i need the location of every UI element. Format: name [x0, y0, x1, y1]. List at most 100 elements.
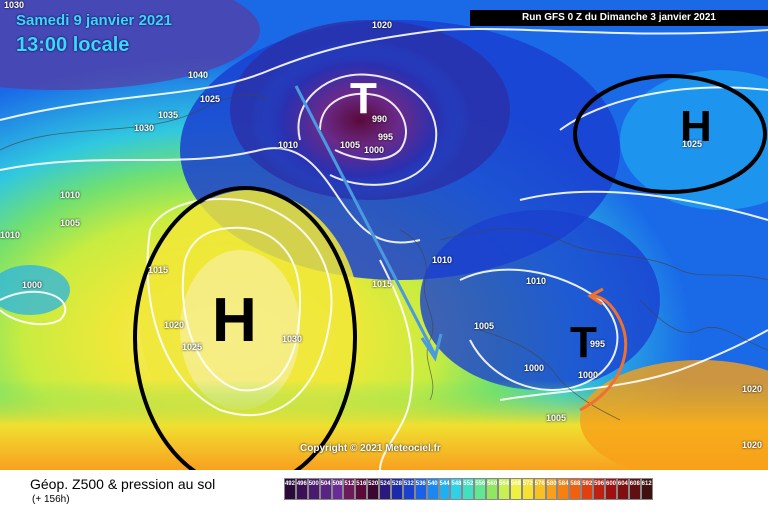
scale-cell: 596 [593, 478, 606, 500]
scale-value: 512 [344, 481, 355, 487]
scale-value: 596 [594, 481, 605, 487]
scale-cell: 604 [616, 478, 629, 500]
flow-arrow-orange [579, 287, 628, 412]
isobar-label: 1010 [0, 230, 21, 240]
scale-cell: 608 [628, 478, 641, 500]
scale-cell: 540 [426, 478, 439, 500]
scale-value: 560 [487, 481, 498, 487]
local-time: 13:00 locale [16, 34, 130, 56]
isobar-label: 1035 [158, 110, 179, 120]
isobar-label: 1025 [682, 139, 703, 149]
isobar-label: 1000 [578, 370, 599, 380]
scale-value: 600 [605, 481, 616, 487]
isobar-label: 990 [372, 114, 388, 124]
color-scale: 492 496 500 504 508 512 516 520 524 528 532 536 540 5… [284, 478, 653, 500]
scale-cell: 536 [414, 478, 427, 500]
scale-cell: 548 [450, 478, 463, 500]
coastlines [0, 94, 768, 421]
isobar-label: 1010 [278, 140, 299, 150]
scale-value: 572 [522, 481, 533, 487]
scale-value: 592 [582, 481, 593, 487]
isobar-label: 1040 [188, 70, 209, 80]
scale-cell: 552 [462, 478, 475, 500]
scale-cell: 564 [498, 478, 510, 500]
isobar-label: 995 [590, 339, 606, 349]
isobar-label: 1000 [364, 145, 385, 155]
high-pressure-label-east: H [680, 102, 712, 151]
scale-cell: 612 [640, 478, 653, 500]
scale-value: 608 [629, 481, 640, 487]
scale-cell: 504 [319, 478, 332, 500]
copyright-text: Copyright © 2021 Meteociel.fr [300, 443, 441, 454]
high-pressure-circle-west [133, 186, 357, 470]
scale-cell: 580 [545, 478, 558, 500]
scale-value: 504 [320, 481, 331, 487]
scale-cell: 556 [474, 478, 487, 500]
isobar-label: 1010 [526, 276, 547, 286]
low-pressure-label-north: T [350, 74, 377, 123]
isobar-label: 1020 [742, 384, 763, 394]
scale-value: 492 [284, 481, 295, 487]
scale-cell: 532 [402, 478, 415, 500]
scale-cell: 544 [438, 478, 451, 500]
isobar-label: 1020 [742, 440, 763, 450]
scale-value: 564 [498, 481, 509, 487]
scale-cell: 500 [307, 478, 320, 500]
isobar-label: 1005 [60, 218, 81, 228]
isobar-label: 1005 [546, 413, 567, 423]
isobar-label: 1000 [524, 363, 545, 373]
isobar-label: 1005 [340, 140, 361, 150]
scale-cell: 592 [581, 478, 594, 500]
scale-cell: 508 [331, 478, 344, 500]
scale-value: 540 [427, 481, 438, 487]
scale-value: 520 [368, 481, 379, 487]
scale-value: 556 [475, 481, 486, 487]
isobar-label: 1020 [372, 20, 393, 30]
isobar-label: 1000 [22, 280, 43, 290]
scale-cell: 572 [521, 478, 534, 500]
low-pressure-label-south: T [570, 318, 597, 367]
legend-title: Géop. Z500 & pression au sol [30, 476, 216, 492]
isobar-label: 1010 [432, 255, 453, 265]
scale-value: 536 [415, 481, 426, 487]
scale-cell: 584 [557, 478, 570, 500]
isobar-label: 1030 [134, 123, 155, 133]
scale-value: 528 [391, 481, 402, 487]
scale-value: 612 [641, 481, 652, 487]
geopotential-map [0, 0, 768, 470]
scale-value: 500 [308, 481, 319, 487]
run-info: Run GFS 0 Z du Dimanche 3 janvier 2021 [470, 10, 768, 26]
scale-cell: 520 [367, 478, 380, 500]
flow-arrow-blue [294, 85, 443, 362]
high-pressure-circle-east [573, 74, 767, 194]
scale-value: 524 [380, 481, 391, 487]
scale-value: 580 [546, 481, 557, 487]
scale-cell: 528 [391, 478, 403, 500]
isobar-label: 1025 [200, 94, 221, 104]
isobar-lines [0, 27, 768, 470]
isobar-label: 1020 [164, 320, 185, 330]
scale-value: 584 [558, 481, 569, 487]
scale-value: 508 [332, 481, 343, 487]
isobar-label: 1010 [60, 190, 81, 200]
legend-subtitle: (+ 156h) [32, 494, 70, 505]
scale-cell: 516 [355, 478, 368, 500]
scale-cell: 496 [295, 478, 308, 500]
scale-value: 588 [570, 481, 581, 487]
scale-value: 544 [439, 481, 450, 487]
scale-cell: 600 [605, 478, 617, 500]
scale-cell: 524 [379, 478, 392, 500]
scale-value: 576 [534, 481, 545, 487]
scale-cell: 512 [343, 478, 356, 500]
isobar-label: 1015 [148, 265, 169, 275]
isobar-label: 1005 [474, 321, 495, 331]
scale-value: 532 [403, 481, 414, 487]
scale-cell: 492 [284, 478, 296, 500]
isobar-label: 1030 [282, 334, 303, 344]
scale-value: 552 [463, 481, 474, 487]
scale-cell: 568 [509, 478, 522, 500]
scale-cell: 560 [486, 478, 499, 500]
scale-value: 496 [296, 481, 307, 487]
scale-value: 604 [617, 481, 628, 487]
